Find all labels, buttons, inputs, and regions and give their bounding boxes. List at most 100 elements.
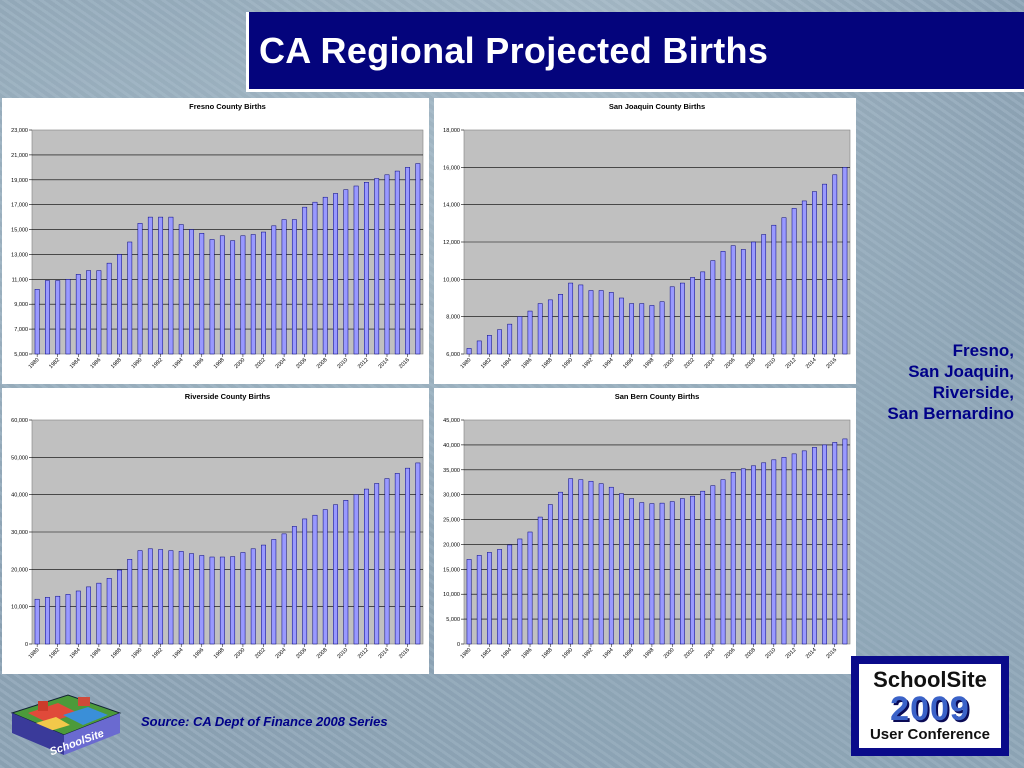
x-tick-label: 2004 [703,357,716,370]
bar [568,282,574,355]
x-tick-label: 2016 [825,357,838,370]
bar [812,191,817,355]
bar [158,216,164,355]
bar [507,323,513,355]
y-tick-label: 10,000 [11,605,28,611]
bar [312,201,318,355]
bar [384,478,390,645]
bar [598,483,604,645]
bar [466,348,472,355]
bar [209,556,215,645]
y-tick-label: 21,000 [11,153,28,159]
y-tick-label: 8,000 [446,315,460,321]
x-tick-label: 2006 [724,357,737,370]
x-tick-label: 1998 [213,647,226,660]
bar [394,473,400,645]
bar [781,217,787,355]
bar [281,533,287,645]
x-tick-label: 1994 [602,647,615,660]
bar [578,479,584,645]
x-tick-label: 1998 [642,647,655,660]
bar [117,569,122,645]
x-tick-label: 2010 [336,357,349,370]
x-tick-label: 2016 [398,357,411,370]
chart-title: San Joaquin County Births [609,102,705,111]
x-tick-label: 1986 [521,357,534,370]
slide-title: CA Regional Projected Births [259,30,769,71]
x-tick-label: 1986 [89,357,102,370]
x-tick-label: 2016 [825,647,838,660]
bar [751,241,756,355]
bar [250,234,256,355]
x-tick-label: 2004 [275,357,288,370]
x-tick-label: 1982 [480,357,493,370]
bar [751,465,756,645]
bar [558,491,563,645]
x-tick-label: 1980 [28,647,41,660]
x-tick-label: 1986 [89,647,102,660]
bar [96,270,102,355]
chart-title: San Bern County Births [615,392,700,401]
bar [517,316,523,355]
bar [291,526,297,645]
bar [832,442,838,645]
bar [629,303,634,355]
bar [680,282,685,355]
x-tick-label: 2000 [663,357,676,370]
bar [250,548,256,645]
x-tick-label: 1990 [131,357,144,370]
x-tick-label: 1990 [131,647,144,660]
bar [75,274,81,355]
bar [55,280,61,355]
bar [189,229,194,355]
bar [588,480,594,645]
x-tick-label: 2002 [254,357,267,370]
x-tick-label: 2014 [805,647,818,660]
bar [363,182,369,355]
bar [659,502,665,645]
y-tick-label: 45,000 [443,418,460,424]
x-tick-label: 1988 [541,647,554,660]
county-list: Fresno, San Joaquin, Riverside, San Bern… [887,340,1014,424]
y-tick-label: 17,000 [11,203,28,209]
bar [353,494,359,645]
bar [199,555,205,645]
bar [127,559,133,645]
bar [842,167,848,355]
x-tick-label: 1996 [192,357,205,370]
x-tick-label: 1988 [110,357,123,370]
bar [405,467,410,645]
bar [578,284,584,355]
bar [333,193,338,355]
y-tick-label: 60,000 [11,418,28,424]
y-tick-label: 40,000 [11,493,28,499]
bar [547,504,553,645]
conference-logo-subtitle: User Conference [869,726,991,743]
x-tick-label: 1980 [460,357,473,370]
county-label: San Bernardino [887,404,1014,423]
bar [761,462,767,645]
bar [619,493,624,645]
y-tick-label: 6,000 [446,352,460,358]
bar [690,277,695,355]
y-tick-label: 30,000 [443,493,460,499]
county-label: San Joaquin, [908,362,1014,381]
bar [209,239,215,355]
y-tick-label: 0 [25,642,28,648]
bar [659,301,665,355]
y-tick-label: 25,000 [443,518,460,524]
x-tick-label: 1980 [460,647,473,660]
y-tick-label: 20,000 [11,567,28,573]
source-note: Source: CA Dept of Finance 2008 Series [141,714,388,729]
bar [801,200,807,355]
x-tick-label: 1982 [48,357,61,370]
bar [730,245,736,355]
bar [649,305,655,355]
bar [791,208,797,355]
bar [740,468,746,645]
bar-chart: San Bern County Births 0 5,000 10,000 15,000… [443,392,851,660]
bar [219,556,225,645]
x-tick-label: 2010 [764,357,777,370]
x-tick-label: 1994 [172,647,185,660]
bar [302,518,308,645]
